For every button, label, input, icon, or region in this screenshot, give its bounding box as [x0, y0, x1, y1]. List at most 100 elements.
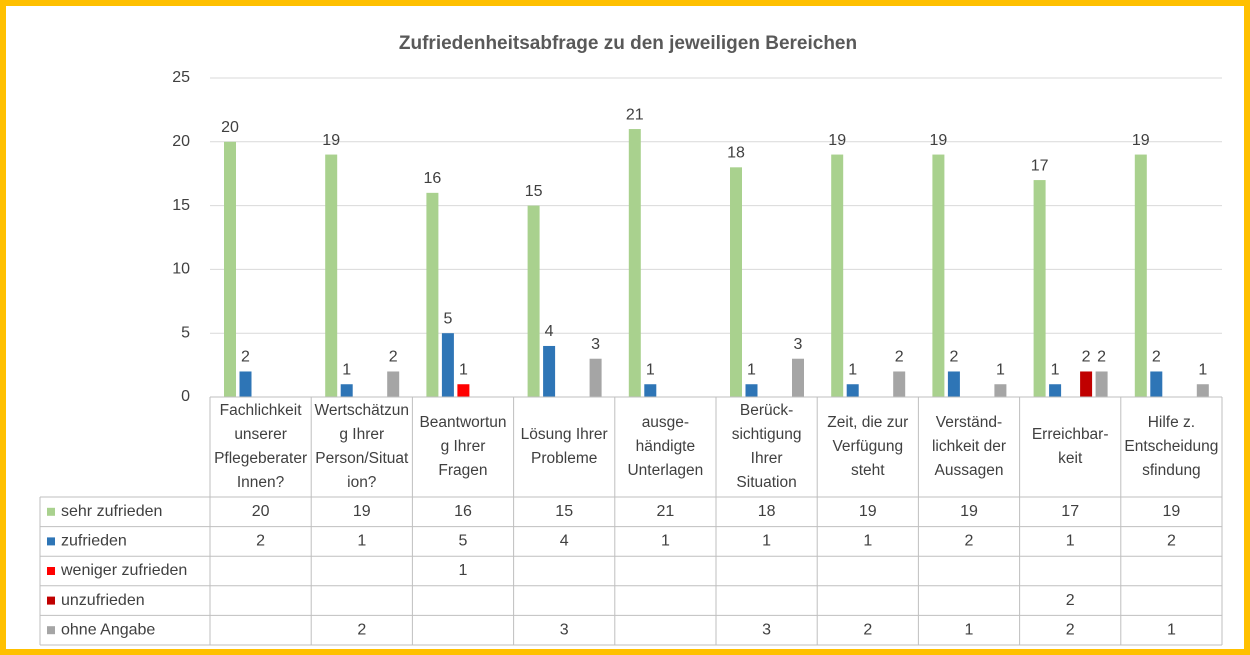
table-value: 19 [353, 503, 371, 520]
category-cell: Fachlichkeit unserer PflegeberaterInnen? [214, 402, 308, 491]
bar [1033, 180, 1046, 397]
legend-label: weniger zufrieden [60, 562, 187, 579]
legend-label: zufrieden [61, 533, 127, 550]
data-label: 3 [591, 336, 600, 353]
data-label: 3 [794, 336, 803, 353]
table-value: 1 [661, 533, 670, 550]
y-tick-label: 25 [172, 69, 190, 86]
category-cell: Lösung Ihrer Probleme [520, 426, 608, 467]
category-cell: Verständ-lichkeit der Aussagen [931, 414, 1007, 479]
table-value: 16 [454, 503, 472, 520]
data-label: 1 [1198, 361, 1207, 378]
data-label: 1 [848, 361, 857, 378]
table-value: 20 [252, 503, 270, 520]
category-cell: Zeit, die zur Verfügung steht [827, 414, 908, 479]
bar [387, 371, 400, 397]
data-label: 1 [646, 361, 655, 378]
table-value: 17 [1061, 503, 1079, 520]
table-value: 2 [965, 533, 974, 550]
table-value: 1 [863, 533, 872, 550]
data-label: 4 [545, 323, 554, 340]
data-label: 21 [626, 106, 644, 123]
x-tick-label: ausge-händigte Unterlagen [627, 414, 704, 479]
category-cell: Berück-sichtigung Ihrer Situation [731, 402, 802, 491]
bar [745, 384, 758, 397]
data-label: 15 [525, 183, 543, 200]
bar [792, 358, 804, 397]
bar [644, 384, 657, 397]
bar [628, 129, 641, 398]
x-tick-label: Verständ-lichkeit der Aussagen [931, 414, 1007, 479]
bar [239, 371, 252, 397]
table-value: 4 [560, 533, 569, 550]
legend-label: sehr zufrieden [61, 503, 162, 520]
bar [1134, 154, 1147, 397]
x-tick-label: Fachlichkeit unserer PflegeberaterInnen? [214, 402, 308, 491]
bar [224, 141, 236, 397]
data-label: 19 [322, 132, 340, 149]
data-label: 2 [1082, 349, 1091, 366]
table-value: 19 [859, 503, 877, 520]
bar [1080, 371, 1093, 397]
table-value: 19 [960, 503, 978, 520]
legend-key [47, 596, 55, 605]
data-label: 2 [241, 349, 250, 366]
table-value: 2 [1066, 621, 1075, 638]
bar [589, 358, 602, 397]
category-cell: Beantwortung Ihrer Fragen [419, 414, 507, 479]
data-label: 2 [949, 349, 958, 366]
data-label: 17 [1031, 157, 1049, 174]
table-value: 5 [459, 533, 468, 550]
table-value: 1 [1066, 533, 1075, 550]
bar [527, 205, 540, 397]
bar [426, 192, 439, 397]
x-tick-label: Lösung Ihrer Probleme [520, 426, 608, 467]
data-label: 2 [1152, 349, 1161, 366]
x-tick-label: Wertschätzung Ihrer Person/Situation? [314, 402, 410, 491]
data-label: 20 [221, 119, 239, 136]
table-value: 18 [758, 503, 776, 520]
bar [340, 384, 353, 397]
legend-key [47, 537, 55, 546]
table-value: 2 [1167, 533, 1176, 550]
bar [441, 333, 454, 397]
bar [1095, 371, 1108, 397]
bar [457, 384, 470, 397]
bar [730, 167, 742, 397]
legend-key [47, 507, 55, 516]
bar [1049, 384, 1062, 397]
y-tick-label: 5 [181, 324, 190, 341]
x-tick-label: Hilfe z. Entscheidungsfindung [1124, 414, 1219, 479]
y-tick-label: 20 [172, 133, 190, 150]
x-tick-label: Beantwortung Ihrer Fragen [419, 414, 507, 479]
x-tick-label: Berück-sichtigung Ihrer Situation [731, 402, 802, 491]
category-cell: ausge-händigte Unterlagen [627, 414, 704, 479]
legend-label: ohne Angabe [61, 621, 155, 638]
category-cell: Hilfe z. Entscheidungsfindung [1124, 414, 1219, 479]
legend-key [47, 626, 55, 635]
bar [1196, 384, 1209, 397]
table-value: 2 [357, 621, 366, 638]
data-label: 19 [828, 132, 846, 149]
data-label: 19 [930, 132, 948, 149]
table-value: 2 [1066, 592, 1075, 609]
legend-key [47, 567, 55, 575]
table-value: 1 [762, 533, 771, 550]
table-value: 2 [863, 621, 872, 638]
table-value: 15 [555, 503, 573, 520]
data-label: 1 [1051, 361, 1060, 378]
table-value: 3 [762, 621, 771, 638]
bar [893, 371, 906, 397]
table-value: 3 [560, 621, 569, 638]
bar [831, 154, 844, 397]
data-label: 2 [895, 349, 904, 366]
table-value: 1 [1167, 621, 1176, 638]
bar [543, 345, 556, 397]
bar [846, 384, 859, 397]
category-cell: Wertschätzung Ihrer Person/Situation? [314, 402, 410, 491]
data-label: 1 [342, 361, 351, 378]
data-label: 18 [727, 145, 745, 162]
table-value: 1 [965, 621, 974, 638]
data-label: 5 [443, 310, 452, 327]
